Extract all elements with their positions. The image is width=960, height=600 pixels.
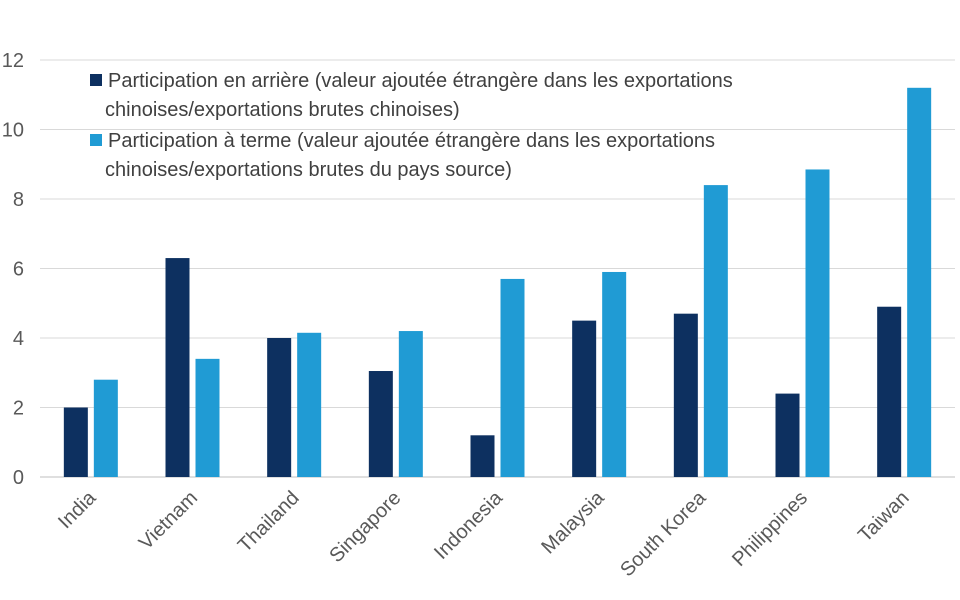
bar-backward-philippines — [775, 393, 800, 477]
x-axis-categories: India Vietnam Thailand Singapore Indonesia Ma… — [54, 486, 914, 581]
y-axis-ticks: 0 2 4 6 8 10 12 — [2, 50, 24, 489]
y-tick-label: 12 — [2, 50, 24, 72]
x-category-label: Malaysia — [537, 486, 609, 558]
bar-forward-south-korea — [703, 185, 728, 477]
y-tick-label: 10 — [2, 120, 24, 142]
legend: Participation en arrière (valeur ajoutée… — [90, 70, 733, 181]
x-category-label: Singapore — [325, 487, 405, 567]
bar-forward-singapore — [398, 331, 423, 477]
legend-label: Participation à terme (valeur ajoutée ét… — [108, 130, 715, 152]
y-tick-label: 8 — [13, 189, 24, 211]
x-category-label: South Korea — [616, 486, 711, 581]
bar-backward-south-korea — [673, 313, 698, 477]
x-category-label: India — [54, 486, 101, 533]
x-category-label: Philippines — [728, 487, 812, 571]
bar-backward-indonesia — [470, 435, 495, 477]
bar-backward-vietnam — [165, 258, 190, 477]
x-category-label: Indonesia — [430, 486, 508, 564]
x-category-label: Vietnam — [135, 487, 202, 554]
y-tick-label: 0 — [13, 467, 24, 489]
bar-forward-malaysia — [602, 271, 627, 477]
bar-forward-vietnam — [195, 358, 220, 477]
y-tick-label: 6 — [13, 259, 24, 281]
legend-swatch — [90, 74, 102, 86]
legend-label: Participation en arrière (valeur ajoutée… — [108, 70, 733, 92]
bar-forward-philippines — [805, 169, 830, 477]
bar-backward-singapore — [368, 371, 393, 477]
bar-backward-malaysia — [572, 320, 597, 477]
gridlines — [40, 59, 955, 478]
x-category-label: Taiwan — [854, 487, 914, 547]
bars — [63, 87, 932, 478]
bar-forward-india — [93, 379, 118, 477]
x-category-label: Thailand — [234, 487, 304, 557]
bar-backward-india — [63, 407, 88, 477]
bar-forward-indonesia — [500, 278, 525, 477]
legend-label: chinoises/exportations brutes chinoises) — [105, 99, 460, 121]
y-tick-label: 2 — [13, 398, 24, 420]
bar-backward-thailand — [267, 338, 292, 477]
y-tick-label: 4 — [13, 328, 24, 350]
bar-forward-thailand — [297, 332, 322, 477]
legend-swatch — [90, 134, 102, 146]
bar-backward-taiwan — [877, 306, 902, 477]
legend-label: chinoises/exportations brutes du pays so… — [105, 159, 512, 181]
bar-forward-taiwan — [907, 87, 932, 478]
